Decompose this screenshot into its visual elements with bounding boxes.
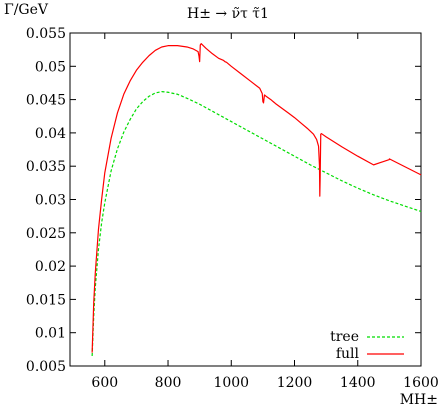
x-tick-label: 800	[155, 375, 182, 391]
y-tick-label: 0.03	[35, 193, 66, 209]
series-line-tree	[91, 91, 422, 357]
y-tick-label: 0.04	[35, 126, 66, 142]
plot-frame	[69, 32, 422, 367]
legend: tree full	[330, 329, 404, 362]
y-tick-label: 0.025	[26, 226, 66, 242]
chart-title: H± → ν̃τ τ̃1	[187, 6, 269, 22]
x-tick-label: 600	[91, 375, 118, 391]
x-tick-label: 1400	[340, 375, 376, 391]
y-tick-label: 0.035	[26, 159, 66, 175]
y-tick-label: 0.005	[26, 359, 66, 375]
y-tick-label: 0.02	[35, 259, 66, 275]
x-axis-label: MH±	[400, 392, 438, 408]
y-tick-label: 0.055	[26, 26, 66, 42]
legend-label-tree: tree	[330, 329, 359, 345]
y-axis-label: Γ/GeV	[4, 2, 49, 18]
y-tick-label: 0.045	[26, 93, 66, 109]
y-tick-label: 0.05	[35, 59, 66, 75]
series-layer	[91, 43, 422, 357]
y-tick-label: 0.01	[35, 326, 66, 342]
legend-label-full: full	[336, 346, 360, 362]
series-line-full	[91, 43, 422, 353]
x-tick-label: 1200	[277, 375, 313, 391]
x-tick-label: 1600	[403, 375, 439, 391]
x-tick-label: 1000	[213, 375, 249, 391]
y-tick-label: 0.015	[26, 292, 66, 308]
axis-ticks: 0.005 0.01 0.015 0.02 0.025 0.03 0.035 0.04 0.04…	[26, 26, 439, 391]
